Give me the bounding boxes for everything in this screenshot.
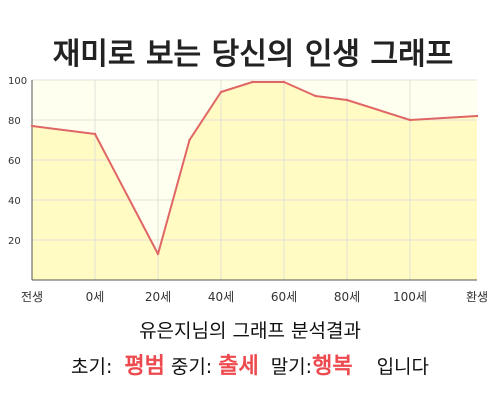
result-suffix: 입니다 bbox=[376, 356, 430, 378]
x-tick-label-4: 60세 bbox=[271, 290, 297, 304]
data-point-5 bbox=[251, 80, 254, 84]
y-tick-label-1: 40 bbox=[8, 196, 21, 207]
result-title: 유은지님의 그래프 분석결과 bbox=[139, 320, 361, 342]
x-tick-label-2: 20세 bbox=[145, 290, 171, 304]
data-point-0 bbox=[30, 124, 34, 128]
data-point-10 bbox=[475, 114, 479, 118]
x-tick-label-6: 100세 bbox=[393, 290, 427, 304]
data-point-4 bbox=[219, 90, 223, 94]
x-tick-label-3: 40세 bbox=[208, 290, 234, 304]
area-fill bbox=[32, 82, 477, 280]
chart-title: 재미로 보는 당신의 인생 그래프 bbox=[53, 37, 454, 72]
mid-value: 출세 bbox=[218, 354, 259, 379]
data-point-3 bbox=[188, 138, 191, 142]
data-point-6 bbox=[282, 80, 286, 84]
plot-area: 20 40 60 80 100 전생 0세 20세 40세 60세 80세 100세 환생 bbox=[8, 76, 488, 304]
y-tick-label-2: 60 bbox=[8, 156, 21, 167]
x-tick-label-5: 80세 bbox=[334, 290, 360, 304]
y-tick-label-3: 80 bbox=[8, 116, 21, 127]
data-point-7 bbox=[314, 94, 317, 98]
x-tick-label-0: 전생 bbox=[21, 290, 43, 304]
early-label: 초기: bbox=[70, 356, 113, 378]
result-summary: 초기: 평범 중기: 출세 말기:행복 입니다 bbox=[0, 348, 500, 380]
y-tick-label-4: 100 bbox=[8, 76, 27, 87]
x-tick-label-7: 환생 bbox=[466, 290, 488, 304]
late-value: 행복 bbox=[312, 354, 353, 379]
x-tick-label-1: 0세 bbox=[86, 290, 105, 304]
data-point-8 bbox=[345, 98, 349, 102]
y-tick-label-0: 20 bbox=[8, 236, 21, 247]
late-label: 말기: bbox=[270, 356, 313, 378]
data-point-2 bbox=[156, 252, 160, 256]
data-point-9 bbox=[408, 118, 412, 122]
early-value: 평범 bbox=[124, 354, 165, 379]
mid-label: 중기: bbox=[170, 356, 213, 378]
data-point-1 bbox=[93, 132, 97, 136]
